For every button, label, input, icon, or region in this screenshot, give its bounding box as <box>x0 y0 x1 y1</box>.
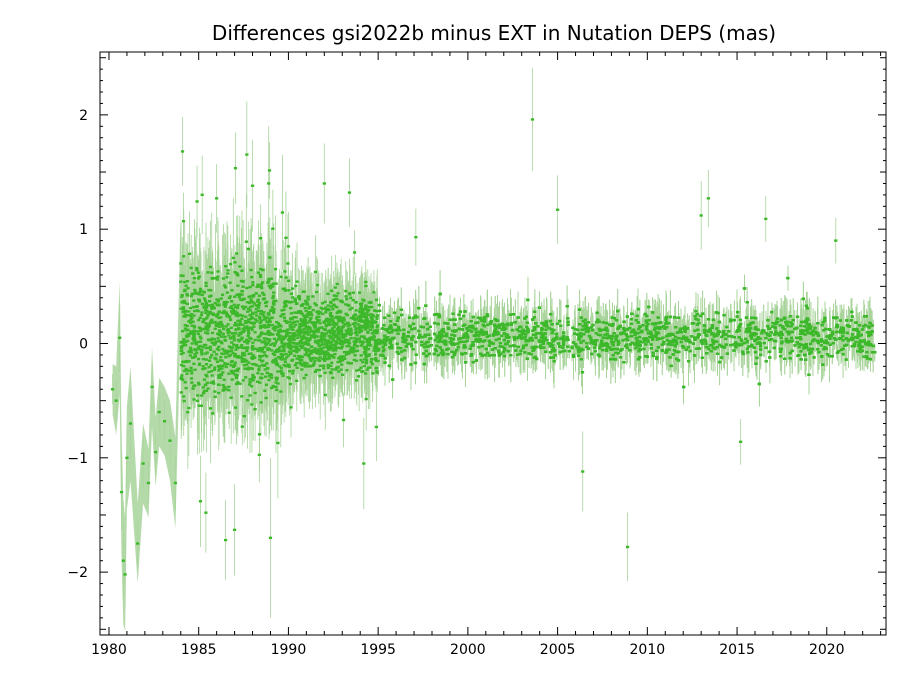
early-error-band <box>112 206 181 632</box>
early-band-shape <box>112 206 181 632</box>
chart-title: Differences gsi2022b minus EXT in Nutati… <box>212 21 776 45</box>
